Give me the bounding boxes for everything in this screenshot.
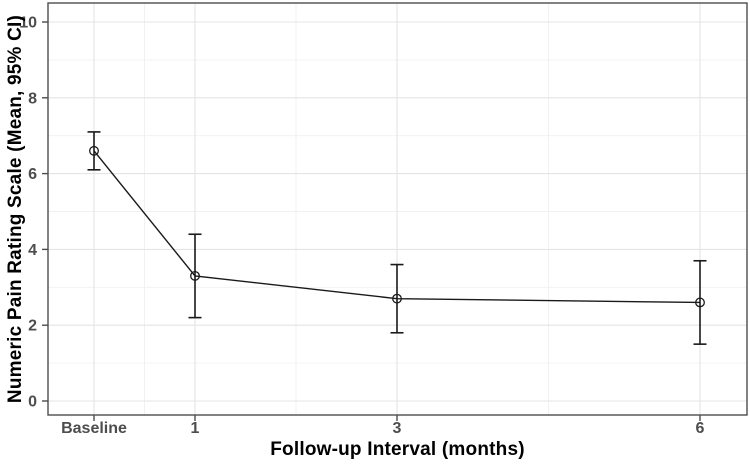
data-point [392,293,402,304]
y-tick-label: 10 [19,15,37,32]
data-point [695,297,705,308]
x-tick-label: 1 [191,420,200,437]
x-tick-label: Baseline [61,420,127,437]
y-tick-label: 4 [28,242,37,259]
y-axis-title: Numeric Pain Rating Scale (Mean, 95% CI) [5,14,26,404]
x-axis-title: Follow-up Interval (months) [270,439,525,460]
y-tick-label: 2 [28,318,37,335]
y-tick-label: 6 [28,166,37,183]
data-point [190,270,200,281]
y-tick-label: 8 [28,90,37,107]
x-tick-label: 6 [696,420,705,437]
y-tick-label: 0 [28,394,37,411]
x-tick-label: 3 [393,420,402,437]
data-point [89,145,99,156]
mean-line [93,150,701,304]
